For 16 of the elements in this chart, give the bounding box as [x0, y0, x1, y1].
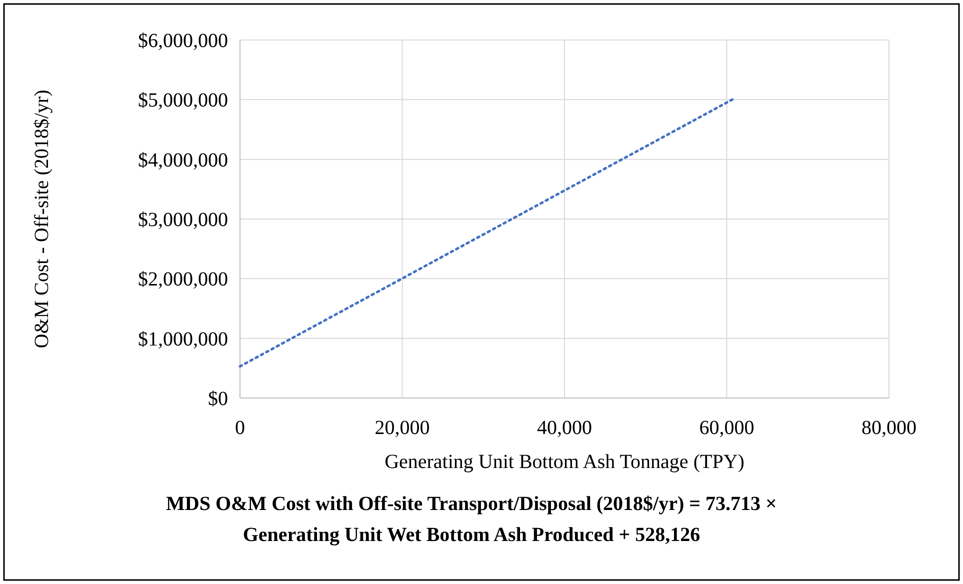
x-tick-label: 20,000 — [374, 417, 430, 439]
y-tick-label: $6,000,000 — [138, 30, 228, 52]
x-tick-label: 0 — [235, 417, 245, 439]
y-axis-title: O&M Cost - Off-site (2018$/yr) — [31, 90, 53, 348]
y-tick-label: $2,000,000 — [138, 268, 228, 291]
x-tick-label: 40,000 — [537, 417, 592, 439]
y-tick-label: $0 — [208, 388, 228, 410]
y-tick-label: $5,000,000 — [138, 90, 228, 112]
x-tick-label: 80,000 — [862, 417, 916, 439]
text: Generating Unit Wet Bottom Ash Produced + 528,126 — [242, 524, 700, 546]
y-tick-label: $3,000,000 — [138, 209, 228, 231]
text: MDS O&M Cost with Off-site Transport/Disposal (2018$/yr) = 73.713 × — [166, 493, 777, 515]
y-tick-label: $1,000,000 — [138, 328, 228, 350]
x-tick-label: 60,000 — [699, 417, 754, 439]
y-tick-label: $4,000,000 — [138, 149, 228, 172]
x-axis-title: Generating Unit Bottom Ash Tonnage (TPY) — [384, 451, 744, 473]
